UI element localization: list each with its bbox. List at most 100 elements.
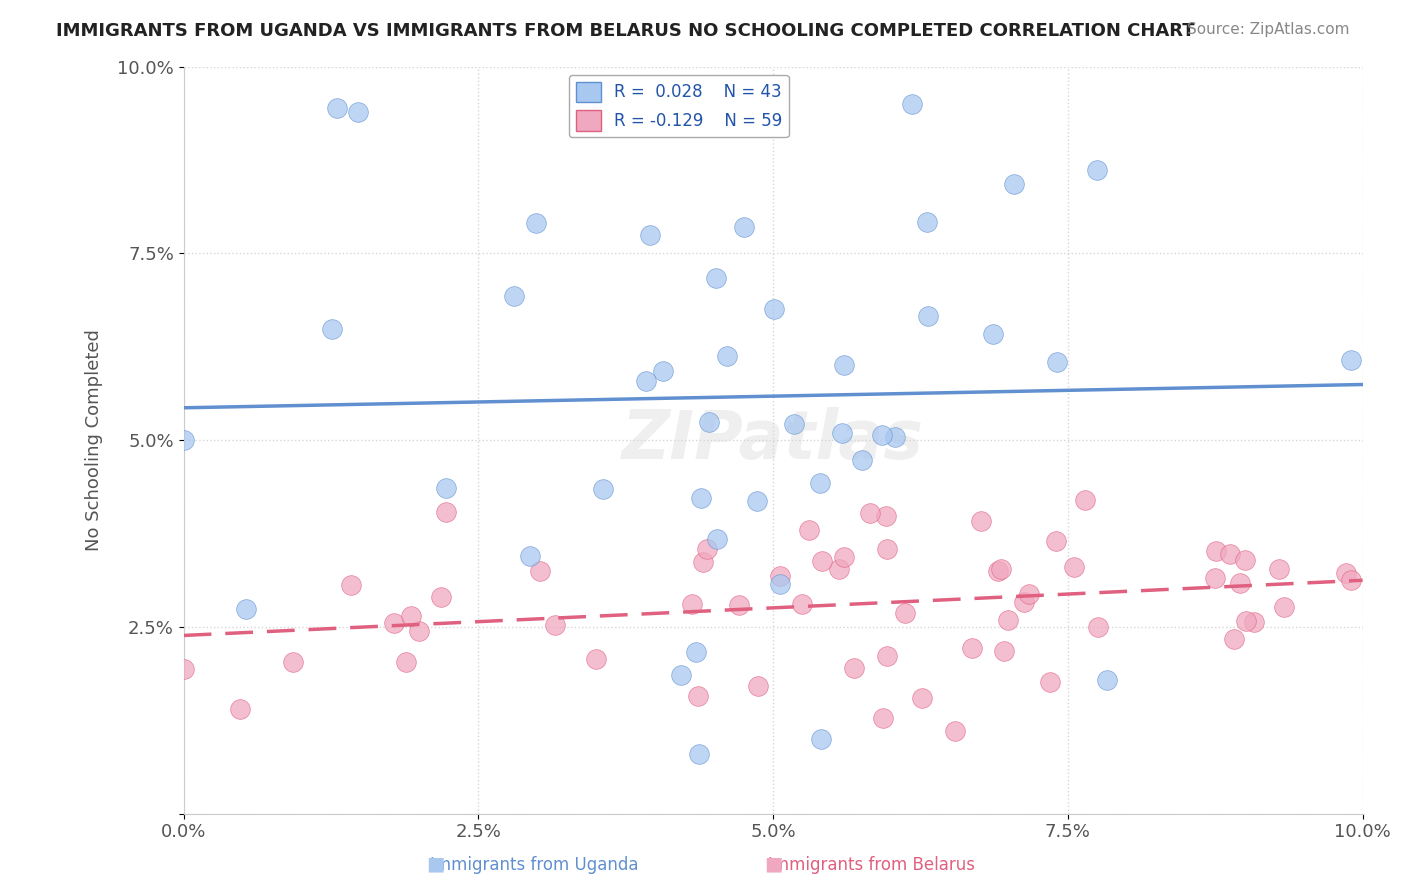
Point [1004, 178, 1026, 192]
Point [1045, 533, 1067, 548]
Point [692, 555, 714, 569]
Legend: R =  0.028    N = 43, R = -0.129    N = 59: R = 0.028 N = 43, R = -0.129 N = 59 [569, 75, 789, 137]
Point [733, 220, 755, 235]
Point [1204, 571, 1226, 585]
Point [981, 327, 1004, 342]
Point [1223, 632, 1246, 646]
Point [751, 118, 773, 132]
Point [652, 364, 675, 378]
Point [1018, 587, 1040, 601]
Point [1243, 615, 1265, 629]
Point [943, 724, 966, 739]
Point [762, 302, 785, 317]
Point [1063, 560, 1085, 574]
Point [997, 614, 1019, 628]
Point [831, 425, 853, 440]
Point [876, 649, 898, 664]
Point [636, 374, 658, 388]
Point [681, 597, 703, 611]
Point [395, 655, 418, 669]
Point [685, 645, 707, 659]
Point [1205, 544, 1227, 558]
Point [769, 569, 792, 583]
Point [339, 577, 361, 591]
Point [1087, 620, 1109, 634]
Point [1085, 163, 1108, 178]
Point [911, 691, 934, 706]
Point [1219, 547, 1241, 561]
Point [783, 417, 806, 431]
Point [1340, 352, 1362, 367]
Text: Source: ZipAtlas.com: Source: ZipAtlas.com [1187, 22, 1350, 37]
Point [408, 624, 430, 638]
Point [229, 702, 252, 716]
Point [875, 509, 897, 524]
Point [900, 97, 922, 112]
Text: ■: ■ [763, 855, 783, 873]
Point [851, 453, 873, 467]
Point [870, 428, 893, 442]
Point [529, 564, 551, 578]
Point [1074, 492, 1097, 507]
Point [745, 494, 768, 508]
Point [382, 615, 405, 630]
Point [970, 514, 993, 528]
Point [990, 562, 1012, 576]
Point [716, 350, 738, 364]
Point [747, 679, 769, 693]
Point [671, 667, 693, 681]
Point [430, 591, 453, 605]
Point [1229, 576, 1251, 591]
Text: ■: ■ [426, 855, 446, 873]
Point [842, 661, 865, 675]
Point [696, 541, 718, 556]
Y-axis label: No Schooling Completed: No Schooling Completed [86, 329, 103, 551]
Point [706, 271, 728, 285]
Point [434, 481, 457, 495]
Point [1234, 614, 1257, 628]
Point [884, 430, 907, 444]
Point [399, 608, 422, 623]
Point [1046, 354, 1069, 368]
Point [727, 598, 749, 612]
Point [828, 562, 851, 576]
Point [688, 689, 710, 703]
Point [832, 550, 855, 565]
Point [810, 554, 832, 568]
Point [502, 289, 524, 303]
Point [808, 475, 831, 490]
Point [173, 662, 195, 676]
Point [235, 602, 257, 616]
Point [706, 533, 728, 547]
Text: Immigrants from Uganda: Immigrants from Uganda [430, 855, 638, 873]
Point [1274, 600, 1296, 615]
Point [592, 483, 614, 497]
Point [321, 322, 343, 336]
Point [792, 597, 814, 611]
Point [526, 216, 548, 230]
Point [326, 101, 349, 115]
Point [894, 606, 917, 620]
Point [810, 731, 832, 746]
Point [917, 309, 939, 323]
Point [960, 640, 983, 655]
Point [1234, 553, 1257, 567]
Point [993, 644, 1015, 658]
Point [1097, 673, 1119, 687]
Point [917, 215, 939, 229]
Point [1039, 674, 1062, 689]
Point [638, 227, 661, 242]
Point [859, 506, 882, 520]
Point [173, 433, 195, 447]
Point [1334, 566, 1357, 580]
Point [1268, 561, 1291, 575]
Point [688, 747, 710, 761]
Text: IMMIGRANTS FROM UGANDA VS IMMIGRANTS FROM BELARUS NO SCHOOLING COMPLETED CORRELA: IMMIGRANTS FROM UGANDA VS IMMIGRANTS FRO… [56, 22, 1195, 40]
Point [987, 564, 1010, 578]
Point [585, 652, 607, 666]
Point [690, 491, 713, 506]
Point [797, 523, 820, 537]
Point [543, 617, 565, 632]
Point [434, 505, 457, 519]
Point [1012, 595, 1035, 609]
